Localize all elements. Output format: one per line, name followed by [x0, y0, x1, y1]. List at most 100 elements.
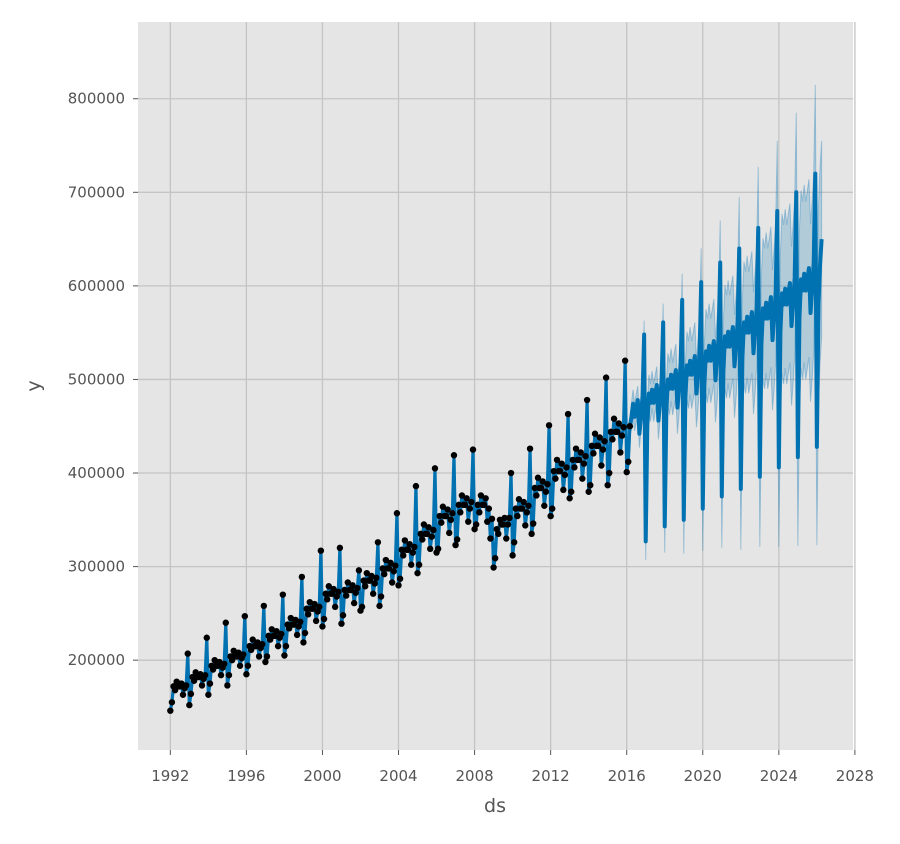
observed-point — [179, 691, 187, 698]
observed-point — [369, 590, 377, 597]
observed-point — [547, 512, 554, 520]
observed-point — [512, 505, 519, 512]
observed-point — [263, 653, 271, 660]
observed-point — [371, 580, 378, 587]
x-tick-label: 2000 — [303, 767, 341, 785]
observed-point — [411, 543, 418, 551]
observed-point — [279, 591, 287, 598]
observed-point — [198, 682, 206, 689]
observed-point — [236, 662, 244, 669]
observed-point — [316, 603, 323, 611]
interval-band — [629, 84, 823, 561]
observed-point — [400, 552, 407, 559]
observed-point — [490, 564, 497, 571]
observed-point — [428, 533, 435, 540]
observed-point — [499, 521, 507, 528]
observed-point — [431, 465, 439, 472]
observed-point — [317, 547, 325, 554]
observed-point — [477, 492, 485, 499]
observed-point — [168, 699, 176, 706]
observed-point — [335, 588, 342, 596]
observed-point — [585, 488, 592, 495]
observed-point — [274, 642, 282, 650]
observed-point — [420, 521, 428, 528]
observed-point — [311, 600, 318, 608]
observed-point — [388, 579, 396, 586]
plot-background — [138, 22, 853, 750]
observed-point — [537, 484, 545, 492]
observed-point — [330, 585, 337, 593]
observed-point — [225, 671, 233, 679]
y-tick-label: 500000 — [68, 370, 125, 388]
observed-point — [338, 620, 345, 627]
observed-point — [580, 460, 588, 467]
observed-point — [560, 486, 567, 494]
observed-point — [568, 488, 575, 495]
observed-point — [534, 474, 542, 481]
observed-point — [466, 505, 474, 512]
observed-point — [293, 631, 301, 639]
observed-point — [344, 579, 352, 586]
observed-point — [449, 510, 456, 517]
observed-point — [601, 438, 608, 445]
observed-point — [541, 502, 548, 509]
observed-point — [427, 545, 434, 553]
observed-point — [583, 396, 591, 404]
observed-point — [385, 565, 393, 572]
observed-point — [549, 505, 556, 512]
observed-point — [412, 482, 420, 490]
observed-point — [336, 544, 344, 552]
observed-point — [381, 570, 388, 578]
observed-point — [564, 410, 572, 418]
y-tick-label: 200000 — [68, 651, 125, 669]
observed-point — [453, 536, 461, 543]
observed-point — [465, 518, 472, 525]
observed-point — [358, 603, 366, 611]
observed-point — [255, 653, 263, 660]
observed-point — [552, 475, 559, 482]
observed-point — [304, 611, 312, 618]
observed-point — [518, 505, 526, 512]
observed-point — [395, 582, 402, 589]
observed-point — [436, 512, 443, 520]
observed-point — [425, 524, 432, 531]
observed-point — [522, 522, 529, 529]
observed-point — [300, 639, 307, 646]
observed-point — [398, 546, 405, 553]
observed-point — [203, 634, 210, 641]
observed-point — [363, 569, 371, 577]
observed-point — [186, 701, 193, 709]
observed-point — [544, 481, 551, 488]
observed-point — [550, 467, 558, 475]
y-tick-label: 600000 — [68, 277, 125, 295]
observed-point — [301, 629, 309, 637]
observed-point — [222, 619, 229, 626]
observed-point — [602, 374, 610, 381]
observed-point — [472, 521, 480, 528]
observed-point — [374, 539, 382, 546]
y-tick-label: 400000 — [68, 464, 125, 482]
observed-point — [484, 518, 491, 525]
observed-point — [525, 502, 532, 509]
observed-point — [591, 430, 599, 437]
observed-point — [468, 498, 475, 506]
observed-point — [480, 501, 488, 509]
observed-point — [390, 568, 397, 575]
observed-point — [485, 505, 493, 512]
observed-point — [201, 671, 209, 679]
observed-point — [273, 627, 280, 635]
observed-points — [167, 357, 634, 714]
observed-point — [625, 458, 632, 465]
observed-point — [404, 546, 412, 553]
observed-point — [379, 565, 386, 572]
observed-point — [452, 541, 459, 549]
observed-point — [615, 420, 622, 427]
x-tick-label: 1996 — [227, 767, 265, 785]
observed-point — [506, 514, 513, 522]
observed-point — [556, 467, 564, 475]
observed-point — [281, 652, 288, 659]
observed-point — [463, 495, 470, 502]
y-tick-label: 300000 — [68, 558, 125, 576]
observed-point — [520, 498, 527, 506]
observed-point — [461, 501, 469, 509]
